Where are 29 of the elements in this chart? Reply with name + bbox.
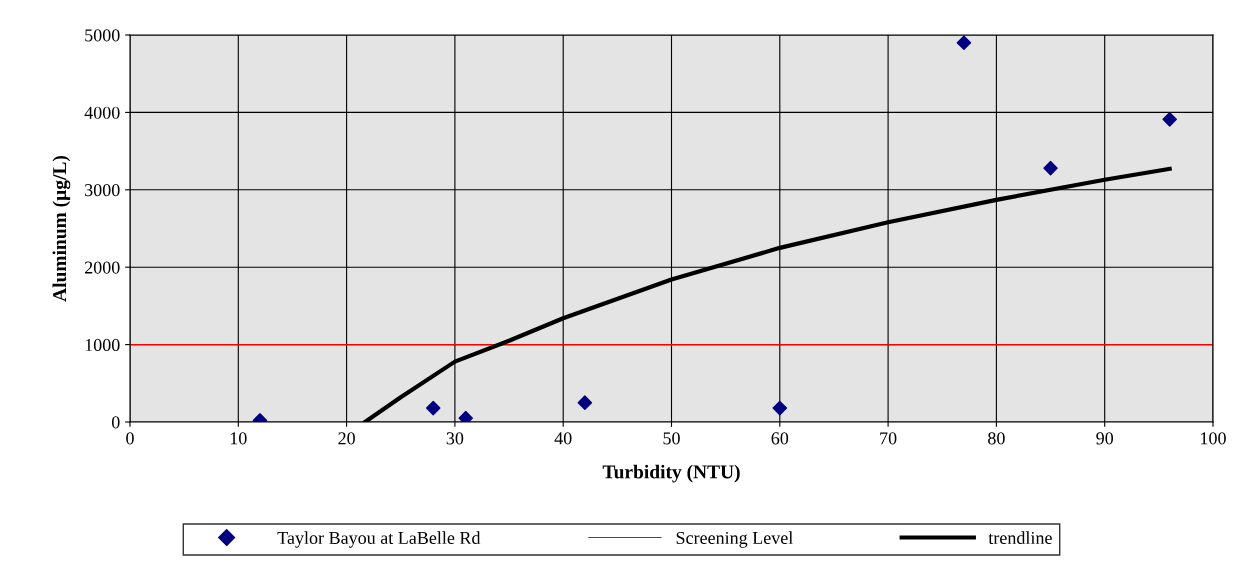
y-tick-label: 0: [111, 416, 120, 429]
y-axis-title: Aluminum (µg/L): [52, 155, 71, 302]
x-tick-label: 0: [126, 432, 134, 445]
x-tick-label: 40: [554, 432, 572, 445]
y-tick-label: 1000: [85, 338, 120, 352]
y-tick-label: 5000: [85, 29, 120, 42]
y-tick-label: 2000: [84, 261, 120, 274]
point: [458, 410, 474, 422]
x-axis-title: Turbidity (NTU): [602, 464, 740, 483]
x-tick-label: 30: [446, 432, 464, 445]
legend-label: Screening Level: [676, 531, 793, 548]
point: [1043, 160, 1058, 176]
x-tick-label: 20: [338, 432, 355, 445]
x-tick-label: 50: [663, 432, 680, 445]
x-tick-label: 60: [771, 432, 789, 445]
point: [956, 35, 972, 51]
y-tick-label: 3000: [85, 184, 120, 197]
y-tick-label: 4000: [84, 106, 120, 119]
point: [1162, 112, 1177, 127]
x-tick-label: 100: [1201, 432, 1226, 445]
x-tick-label: 70: [880, 432, 897, 445]
legend-label: Taylor Bayou at LaBelle Rd: [277, 531, 481, 548]
point: [772, 400, 788, 416]
legend-label: trendline: [988, 531, 1052, 545]
x-tick-label: 10: [230, 432, 247, 445]
x-tick-label: 80: [988, 432, 1005, 445]
point: [425, 400, 441, 416]
point: [577, 395, 593, 410]
x-tick-label: 90: [1096, 432, 1114, 445]
